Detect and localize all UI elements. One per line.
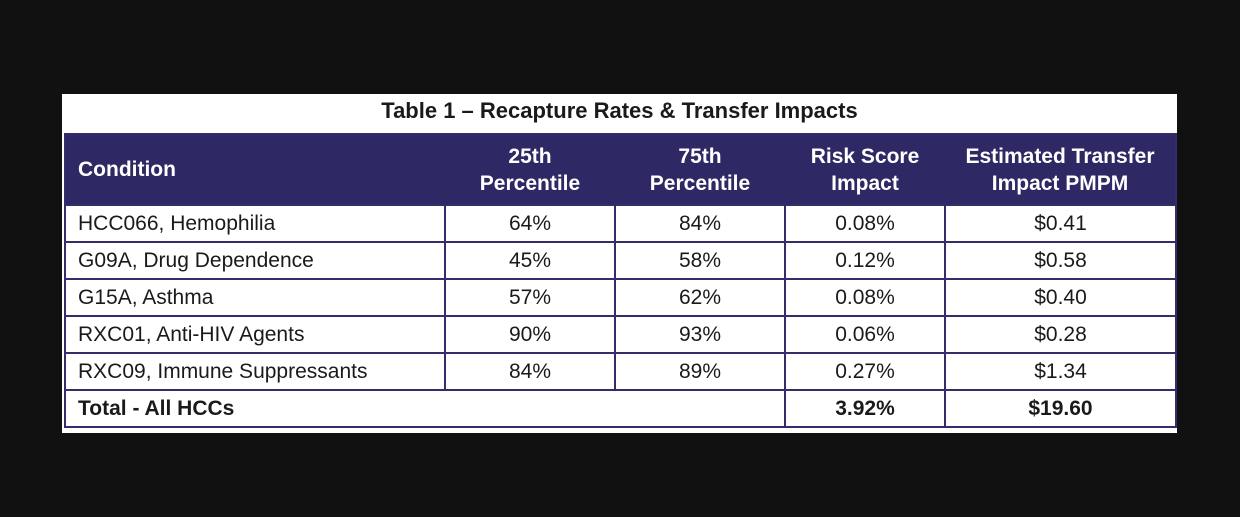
header-condition-label: Condition [78, 158, 176, 181]
header-label-line1: 25th [508, 144, 552, 168]
cell-condition: G09A, Drug Dependence [64, 241, 446, 280]
cell-transfer-impact: $0.40 [944, 278, 1177, 317]
cell-risk-score-impact: 0.08% [784, 204, 946, 243]
cell-75th-percentile: 62% [614, 278, 786, 317]
cell-condition: HCC066, Hemophilia [64, 204, 446, 243]
cell-25th-percentile: 64% [444, 204, 616, 243]
recapture-rates-table: Condition 25th Percentile 75th Percentil… [64, 133, 1177, 428]
header-75th-percentile: 75th Percentile [615, 134, 785, 205]
header-25th-percentile: 25th Percentile [445, 134, 615, 205]
cell-25th-percentile: 90% [444, 315, 616, 354]
cell-risk-score-impact: 0.08% [784, 278, 946, 317]
header-risk-score-impact: Risk Score Impact [785, 134, 945, 205]
table-row: RXC09, Immune Suppressants 84% 89% 0.27%… [64, 352, 1177, 391]
header-condition: Condition [65, 134, 445, 205]
table-header-row: Condition 25th Percentile 75th Percentil… [65, 134, 1176, 205]
cell-risk-score-impact: 0.06% [784, 315, 946, 354]
table-row: G15A, Asthma 57% 62% 0.08% $0.40 [64, 278, 1177, 317]
cell-transfer-impact: $0.41 [944, 204, 1177, 243]
cell-condition: RXC09, Immune Suppressants [64, 352, 446, 391]
cell-condition: RXC01, Anti-HIV Agents [64, 315, 446, 354]
table-card: Table 1 – Recapture Rates & Transfer Imp… [62, 94, 1177, 433]
cell-transfer-impact: $1.34 [944, 352, 1177, 391]
total-row: Total - All HCCs 3.92% $19.60 [64, 389, 1177, 428]
cell-75th-percentile: 89% [614, 352, 786, 391]
total-risk-score-impact: 3.92% [784, 389, 946, 428]
cell-condition: G15A, Asthma [64, 278, 446, 317]
header-label-line2: Impact [831, 171, 899, 195]
total-empty-cell [615, 389, 785, 428]
cell-transfer-impact: $0.58 [944, 241, 1177, 280]
cell-transfer-impact: $0.28 [944, 315, 1177, 354]
cell-75th-percentile: 93% [614, 315, 786, 354]
total-label: Total - All HCCs [64, 389, 445, 428]
header-label-line1: 75th [678, 144, 722, 168]
header-label-line2: Percentile [649, 171, 751, 195]
header-label-line2: Percentile [479, 171, 581, 195]
cell-75th-percentile: 84% [614, 204, 786, 243]
cell-risk-score-impact: 0.12% [784, 241, 946, 280]
table-row: RXC01, Anti-HIV Agents 90% 93% 0.06% $0.… [64, 315, 1177, 354]
header-label-line1: Estimated Transfer [965, 144, 1155, 168]
cell-25th-percentile: 45% [444, 241, 616, 280]
cell-risk-score-impact: 0.27% [784, 352, 946, 391]
cell-25th-percentile: 84% [444, 352, 616, 391]
total-empty-cell [445, 389, 615, 428]
header-label-line2: Impact PMPM [991, 171, 1129, 195]
table-title: Table 1 – Recapture Rates & Transfer Imp… [381, 98, 858, 123]
table-row: HCC066, Hemophilia 64% 84% 0.08% $0.41 [64, 204, 1177, 243]
cell-25th-percentile: 57% [444, 278, 616, 317]
cell-75th-percentile: 58% [614, 241, 786, 280]
table-row: G09A, Drug Dependence 45% 58% 0.12% $0.5… [64, 241, 1177, 280]
total-transfer-impact: $19.60 [944, 389, 1177, 428]
header-estimated-transfer-impact: Estimated Transfer Impact PMPM [945, 134, 1176, 205]
header-label-line1: Risk Score [810, 144, 920, 168]
